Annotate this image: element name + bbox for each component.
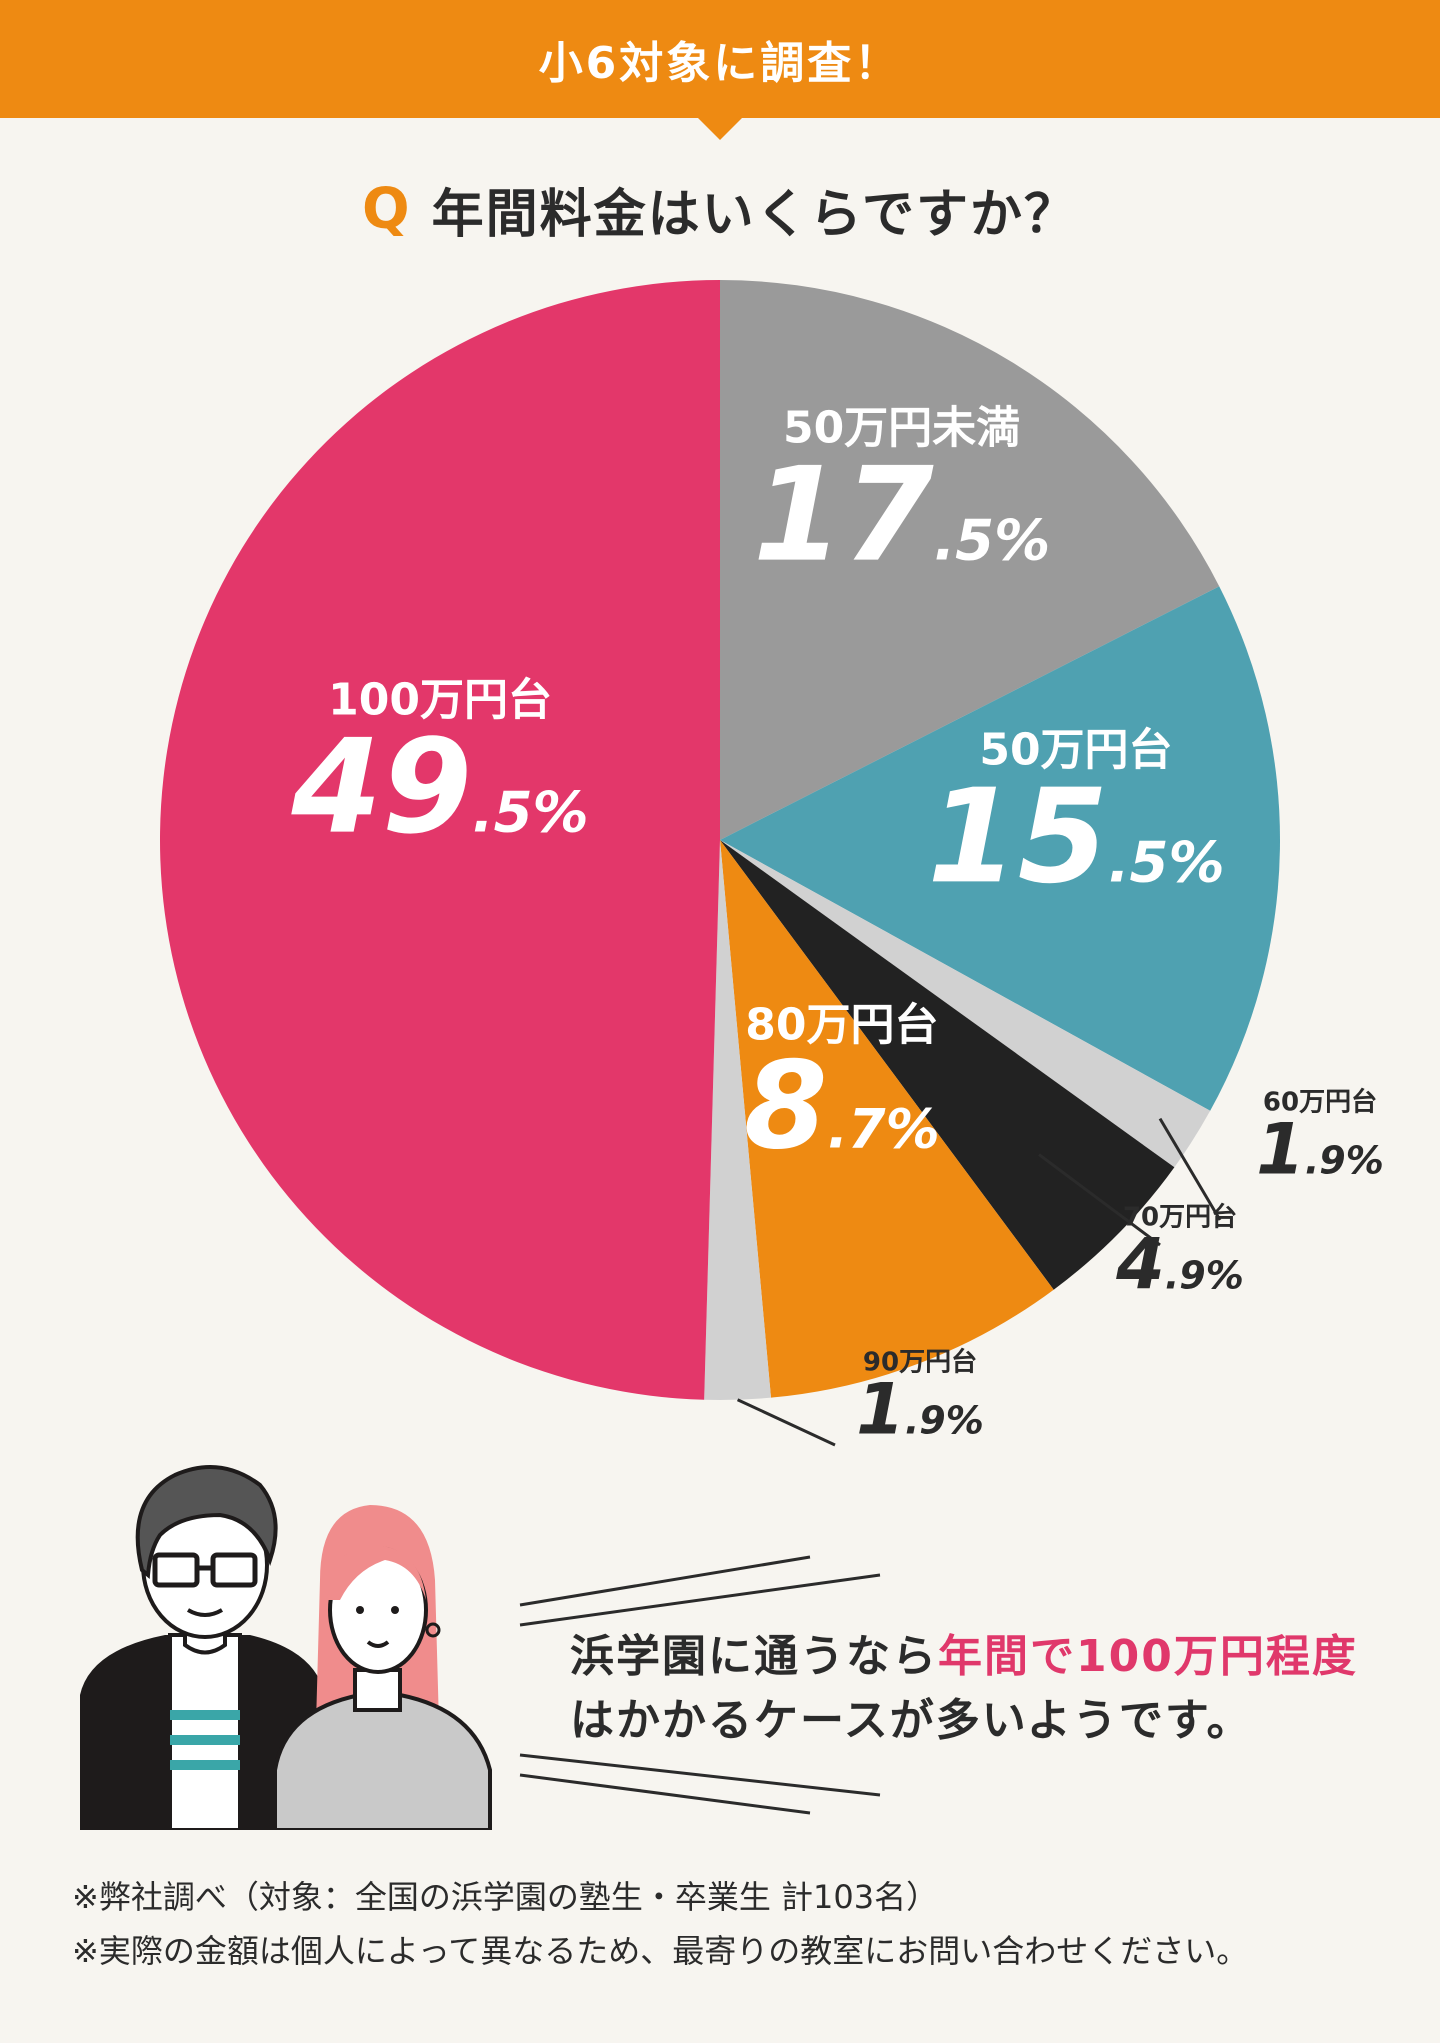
banner-text: 小6対象に調査！ [538,38,902,89]
summary-message: 浜学園に通うなら年間で100万円程度 はかかるケースが多いようです。 [570,1625,1410,1753]
man-hair-icon [135,1465,278,1580]
people-illustration [80,1465,492,1830]
pie-slice [720,280,1220,840]
speech-lines [519,1555,881,1815]
woman-body-icon [273,1693,492,1830]
slice-value: 1.9% [1256,1108,1384,1190]
pie-slice [704,840,771,1401]
slice-value: 8.7% [744,1037,940,1176]
question-heading: Q 年間料金はいくらですか？ [0,172,1440,247]
pie-slice [720,840,1054,1398]
pie-slice [720,586,1281,1111]
question-text: 年間料金はいくらですか？ [431,185,1079,245]
slice-label: 100万円台 [328,675,552,726]
message-highlight: 年間で100万円程度 [938,1631,1358,1682]
slice-label: 50万円未満 [783,403,1020,454]
slice-value: 4.9% [1115,1223,1244,1305]
man-shirt-icon [168,1633,242,1830]
message-line-1: 浜学園に通うなら年間で100万円程度 [570,1631,1358,1682]
slice-value: 1.9% [856,1368,984,1450]
survey-banner: 小6対象に調査！ [0,0,1440,118]
slice-value: 15.5% [927,760,1224,912]
footnote-survey: ※弊社調べ（対象：全国の浜学園の塾生・卒業生 計103名） [72,1878,939,1916]
pie-slice [720,840,1211,1168]
pie-slice [159,280,720,1400]
banner-notch [696,116,744,140]
woman-hair-front-icon [328,1545,426,1600]
leader-line [1158,1117,1222,1221]
slice-label: 60万円台 [1263,1086,1377,1117]
pie-chart: 50万円未満17.5%50万円台15.5%60万円台1.9%70万円台4.9%8… [159,280,1384,1450]
footnote-disclaimer: ※実際の金額は個人によって異なるため、最寄りの教室にお問い合わせください。 [72,1932,1249,1970]
footnotes: ※弊社調べ（対象：全国の浜学園の塾生・卒業生 計103名） ※実際の金額は個人に… [72,1870,1392,1978]
slice-value: 49.5% [290,711,588,863]
leader-line [1038,1153,1161,1247]
slice-label: 70万円台 [1123,1201,1237,1232]
pie-slice [720,840,1175,1290]
slice-value: 17.5% [753,439,1050,591]
slice-label: 50万円台 [979,724,1172,775]
slice-label: 90万円台 [863,1346,977,1377]
message-line-2: はかかるケースが多いようです。 [570,1695,1253,1746]
slice-label: 80万円台 [745,999,938,1050]
question-mark: Q [361,177,410,242]
leader-line [736,1398,836,1447]
